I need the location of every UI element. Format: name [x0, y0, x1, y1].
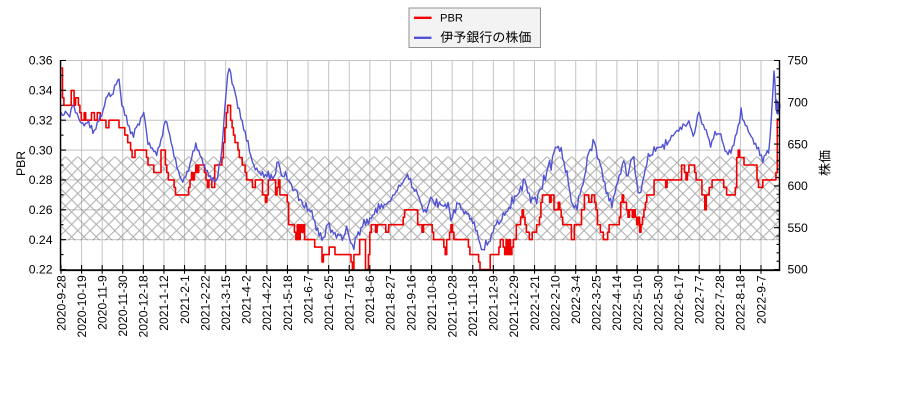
svg-text:2021-3-15: 2021-3-15	[219, 275, 233, 331]
svg-text:0.36: 0.36	[29, 54, 53, 68]
svg-text:0.26: 0.26	[29, 203, 53, 217]
svg-text:2021-7-15: 2021-7-15	[343, 275, 357, 331]
svg-text:2022-4-14: 2022-4-14	[610, 275, 624, 331]
svg-text:550: 550	[788, 221, 809, 235]
svg-text:650: 650	[788, 137, 809, 151]
svg-text:PBR: PBR	[440, 13, 463, 25]
svg-text:0.34: 0.34	[29, 84, 53, 98]
svg-text:0.22: 0.22	[29, 263, 53, 277]
svg-text:2021-5-18: 2021-5-18	[281, 275, 295, 331]
svg-text:2022-8-18: 2022-8-18	[734, 275, 748, 331]
svg-text:0.28: 0.28	[29, 173, 53, 187]
svg-text:0.30: 0.30	[29, 143, 53, 157]
svg-text:2020-11-9: 2020-11-9	[96, 275, 110, 330]
svg-text:2022-9-7: 2022-9-7	[754, 275, 768, 324]
svg-text:2022-7-7: 2022-7-7	[693, 275, 707, 324]
svg-text:2021-11-18: 2021-11-18	[466, 275, 480, 337]
svg-text:2021-10-8: 2021-10-8	[425, 275, 439, 331]
svg-text:2021-2-22: 2021-2-22	[198, 275, 212, 331]
svg-text:0.32: 0.32	[29, 113, 53, 127]
svg-text:2020-10-19: 2020-10-19	[75, 275, 89, 338]
svg-text:2020-9-28: 2020-9-28	[54, 275, 68, 331]
svg-text:750: 750	[788, 54, 809, 68]
svg-text:2021-10-28: 2021-10-28	[446, 275, 460, 338]
svg-text:500: 500	[788, 263, 809, 277]
svg-text:600: 600	[788, 179, 809, 193]
svg-text:2022-7-28: 2022-7-28	[713, 275, 727, 331]
svg-text:2021-4-2: 2021-4-2	[240, 275, 254, 324]
svg-text:0.24: 0.24	[29, 233, 53, 247]
svg-text:2021-12-29: 2021-12-29	[507, 275, 521, 338]
svg-text:2022-1-21: 2022-1-21	[528, 275, 542, 331]
svg-text:2021-1-12: 2021-1-12	[157, 275, 171, 331]
svg-text:2021-8-6: 2021-8-6	[363, 275, 377, 324]
svg-text:2021-6-25: 2021-6-25	[322, 275, 336, 331]
svg-text:2020-12-18: 2020-12-18	[137, 275, 151, 338]
svg-text:700: 700	[788, 96, 809, 110]
svg-text:2021-12-9: 2021-12-9	[487, 275, 501, 331]
svg-text:2022-5-10: 2022-5-10	[631, 275, 645, 331]
svg-text:2022-5-30: 2022-5-30	[651, 275, 665, 331]
svg-text:2021-6-7: 2021-6-7	[301, 275, 315, 324]
svg-text:2020-11-30: 2020-11-30	[116, 275, 130, 337]
svg-text:2021-9-16: 2021-9-16	[404, 275, 418, 331]
svg-text:PBR: PBR	[14, 151, 28, 176]
svg-text:2022-2-10: 2022-2-10	[548, 275, 562, 331]
svg-text:2021-8-27: 2021-8-27	[384, 275, 398, 331]
svg-text:2022-3-4: 2022-3-4	[569, 275, 583, 324]
svg-text:2022-6-17: 2022-6-17	[672, 275, 686, 331]
svg-text:2021-4-22: 2021-4-22	[260, 275, 274, 331]
svg-text:2021-2-1: 2021-2-1	[178, 275, 192, 324]
svg-text:2022-3-25: 2022-3-25	[590, 275, 604, 331]
